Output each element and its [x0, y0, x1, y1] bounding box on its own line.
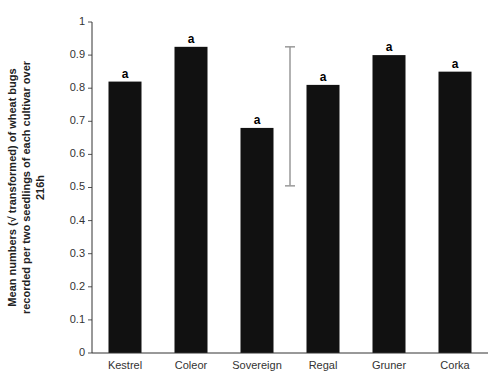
significance-label: a — [254, 113, 261, 127]
y-tick-label: 0.5 — [70, 180, 85, 192]
y-tick — [88, 187, 92, 188]
x-axis — [92, 353, 488, 354]
y-tick-label: 0.1 — [70, 313, 85, 325]
y-axis — [92, 22, 93, 353]
y-axis-label: Mean numbers (√ transformed) of wheat bu… — [6, 60, 46, 314]
y-tick-label: 0.8 — [70, 81, 85, 93]
x-tick-label: Regal — [309, 359, 338, 371]
x-tick-label: Kestrel — [108, 359, 142, 371]
x-tick-label: Gruner — [372, 359, 407, 371]
y-tick — [88, 286, 92, 287]
y-tick-label: 0.7 — [70, 114, 85, 126]
significance-label: a — [188, 32, 195, 46]
y-axis-label-line: 216h — [34, 175, 46, 200]
y-tick — [88, 88, 92, 89]
y-tick — [88, 154, 92, 155]
x-tick-label: Coleor — [175, 359, 208, 371]
lsd-bar — [285, 47, 295, 186]
y-tick-label: 0 — [79, 346, 85, 358]
significance-label: a — [122, 67, 129, 81]
lsd-cap-bottom — [285, 185, 295, 187]
bar — [373, 55, 406, 353]
bar — [109, 82, 142, 353]
bar — [175, 47, 208, 353]
bars — [109, 47, 472, 353]
bar — [439, 72, 472, 353]
y-tick — [88, 121, 92, 122]
significance-label: a — [452, 57, 459, 71]
bar — [241, 128, 274, 353]
y-tick — [88, 253, 92, 254]
y-tick — [88, 22, 92, 23]
y-axis-label-line: Mean numbers (√ transformed) of wheat bu… — [6, 68, 18, 306]
x-tick-label: Sovereign — [232, 359, 282, 371]
y-tick-label: 0.9 — [70, 48, 85, 60]
y-tick-label: 1 — [79, 15, 85, 27]
significance-label: a — [320, 70, 327, 84]
y-axis-label-line: recorded per two seedlings of each culti… — [20, 60, 32, 314]
chart: 0 0.1 0.2 0.3 0.4 0.5 0.6 0.7 0.8 0.9 1 a a a a a a Kestr… — [0, 0, 500, 385]
y-tick-label: 0.4 — [70, 214, 85, 226]
y-tick-label: 0.6 — [70, 147, 85, 159]
x-tick-label: Corka — [440, 359, 470, 371]
lsd-cap-top — [285, 46, 295, 48]
y-tick — [88, 353, 92, 354]
lsd-line — [289, 47, 291, 186]
bar — [307, 85, 340, 353]
significance-label: a — [386, 40, 393, 54]
y-tick — [88, 319, 92, 320]
y-tick-label: 0.2 — [70, 280, 85, 292]
y-tick — [88, 55, 92, 56]
y-tick — [88, 220, 92, 221]
y-tick-label: 0.3 — [70, 247, 85, 259]
